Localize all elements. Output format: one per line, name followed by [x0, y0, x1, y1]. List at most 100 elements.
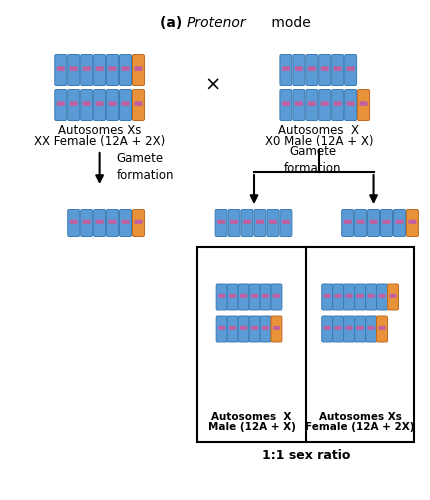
Text: Gamete
formation: Gamete formation	[117, 152, 174, 182]
FancyBboxPatch shape	[238, 316, 249, 342]
FancyBboxPatch shape	[335, 326, 342, 330]
FancyBboxPatch shape	[344, 220, 352, 224]
FancyBboxPatch shape	[396, 220, 403, 224]
FancyBboxPatch shape	[95, 220, 104, 224]
FancyBboxPatch shape	[135, 102, 142, 106]
Text: (a): (a)	[160, 16, 187, 30]
FancyBboxPatch shape	[57, 66, 65, 71]
FancyBboxPatch shape	[260, 316, 271, 342]
FancyBboxPatch shape	[228, 210, 240, 236]
Text: Autosomes Xs: Autosomes Xs	[58, 124, 141, 137]
FancyBboxPatch shape	[306, 90, 318, 120]
FancyBboxPatch shape	[269, 220, 277, 224]
FancyBboxPatch shape	[260, 284, 271, 310]
FancyBboxPatch shape	[406, 210, 418, 236]
FancyBboxPatch shape	[271, 316, 282, 342]
FancyBboxPatch shape	[94, 210, 106, 236]
FancyBboxPatch shape	[319, 54, 331, 86]
FancyBboxPatch shape	[378, 294, 386, 298]
FancyBboxPatch shape	[122, 102, 129, 106]
FancyBboxPatch shape	[355, 284, 366, 310]
FancyBboxPatch shape	[109, 220, 117, 224]
Text: Autosomes  X: Autosomes X	[211, 412, 292, 422]
FancyBboxPatch shape	[321, 66, 329, 71]
FancyBboxPatch shape	[251, 294, 258, 298]
FancyBboxPatch shape	[377, 284, 387, 310]
FancyBboxPatch shape	[240, 326, 247, 330]
FancyBboxPatch shape	[267, 210, 279, 236]
FancyBboxPatch shape	[227, 316, 238, 342]
FancyBboxPatch shape	[135, 66, 142, 71]
FancyBboxPatch shape	[81, 210, 92, 236]
Text: Protenor: Protenor	[187, 16, 247, 30]
FancyBboxPatch shape	[332, 90, 344, 120]
FancyBboxPatch shape	[95, 102, 104, 106]
FancyBboxPatch shape	[94, 54, 106, 86]
FancyBboxPatch shape	[132, 54, 144, 86]
Text: X0 Male (12A + X): X0 Male (12A + X)	[264, 135, 373, 148]
FancyBboxPatch shape	[120, 210, 132, 236]
FancyBboxPatch shape	[324, 294, 331, 298]
FancyBboxPatch shape	[271, 284, 282, 310]
FancyBboxPatch shape	[249, 284, 260, 310]
FancyBboxPatch shape	[332, 54, 344, 86]
FancyBboxPatch shape	[83, 220, 91, 224]
FancyBboxPatch shape	[273, 326, 280, 330]
FancyBboxPatch shape	[218, 326, 225, 330]
FancyBboxPatch shape	[238, 284, 249, 310]
FancyBboxPatch shape	[282, 102, 290, 106]
FancyBboxPatch shape	[342, 210, 353, 236]
FancyBboxPatch shape	[70, 66, 78, 71]
FancyBboxPatch shape	[132, 210, 144, 236]
FancyBboxPatch shape	[70, 102, 78, 106]
FancyBboxPatch shape	[347, 102, 355, 106]
FancyBboxPatch shape	[240, 294, 247, 298]
FancyBboxPatch shape	[280, 210, 292, 236]
FancyBboxPatch shape	[346, 326, 353, 330]
FancyBboxPatch shape	[282, 66, 290, 71]
FancyBboxPatch shape	[282, 220, 290, 224]
FancyBboxPatch shape	[381, 210, 393, 236]
FancyBboxPatch shape	[227, 284, 238, 310]
FancyBboxPatch shape	[344, 284, 355, 310]
FancyBboxPatch shape	[57, 102, 65, 106]
FancyBboxPatch shape	[251, 326, 258, 330]
Text: 1:1 sex ratio: 1:1 sex ratio	[261, 449, 350, 462]
FancyBboxPatch shape	[308, 66, 316, 71]
FancyBboxPatch shape	[107, 54, 119, 86]
FancyBboxPatch shape	[81, 90, 92, 120]
FancyBboxPatch shape	[230, 220, 238, 224]
FancyBboxPatch shape	[68, 210, 80, 236]
FancyBboxPatch shape	[109, 102, 117, 106]
FancyBboxPatch shape	[94, 90, 106, 120]
FancyBboxPatch shape	[368, 294, 375, 298]
FancyBboxPatch shape	[383, 220, 390, 224]
Text: Gamete
formation: Gamete formation	[284, 145, 341, 175]
FancyBboxPatch shape	[107, 210, 119, 236]
FancyBboxPatch shape	[321, 102, 329, 106]
FancyBboxPatch shape	[120, 54, 132, 86]
Text: mode: mode	[267, 16, 310, 30]
FancyBboxPatch shape	[55, 90, 67, 120]
FancyBboxPatch shape	[345, 90, 356, 120]
FancyBboxPatch shape	[68, 54, 80, 86]
FancyBboxPatch shape	[344, 316, 355, 342]
FancyBboxPatch shape	[358, 90, 369, 120]
Text: XX Female (12A + 2X): XX Female (12A + 2X)	[34, 135, 165, 148]
FancyBboxPatch shape	[324, 326, 331, 330]
FancyBboxPatch shape	[293, 90, 305, 120]
FancyBboxPatch shape	[295, 102, 303, 106]
FancyBboxPatch shape	[229, 294, 236, 298]
FancyBboxPatch shape	[95, 66, 104, 71]
FancyBboxPatch shape	[408, 220, 416, 224]
FancyBboxPatch shape	[81, 54, 92, 86]
FancyBboxPatch shape	[83, 102, 91, 106]
FancyBboxPatch shape	[216, 284, 227, 310]
FancyBboxPatch shape	[107, 90, 119, 120]
FancyBboxPatch shape	[322, 284, 333, 310]
FancyBboxPatch shape	[356, 326, 364, 330]
FancyBboxPatch shape	[334, 66, 342, 71]
Bar	[197, 247, 415, 442]
FancyBboxPatch shape	[306, 54, 318, 86]
FancyBboxPatch shape	[347, 66, 355, 71]
